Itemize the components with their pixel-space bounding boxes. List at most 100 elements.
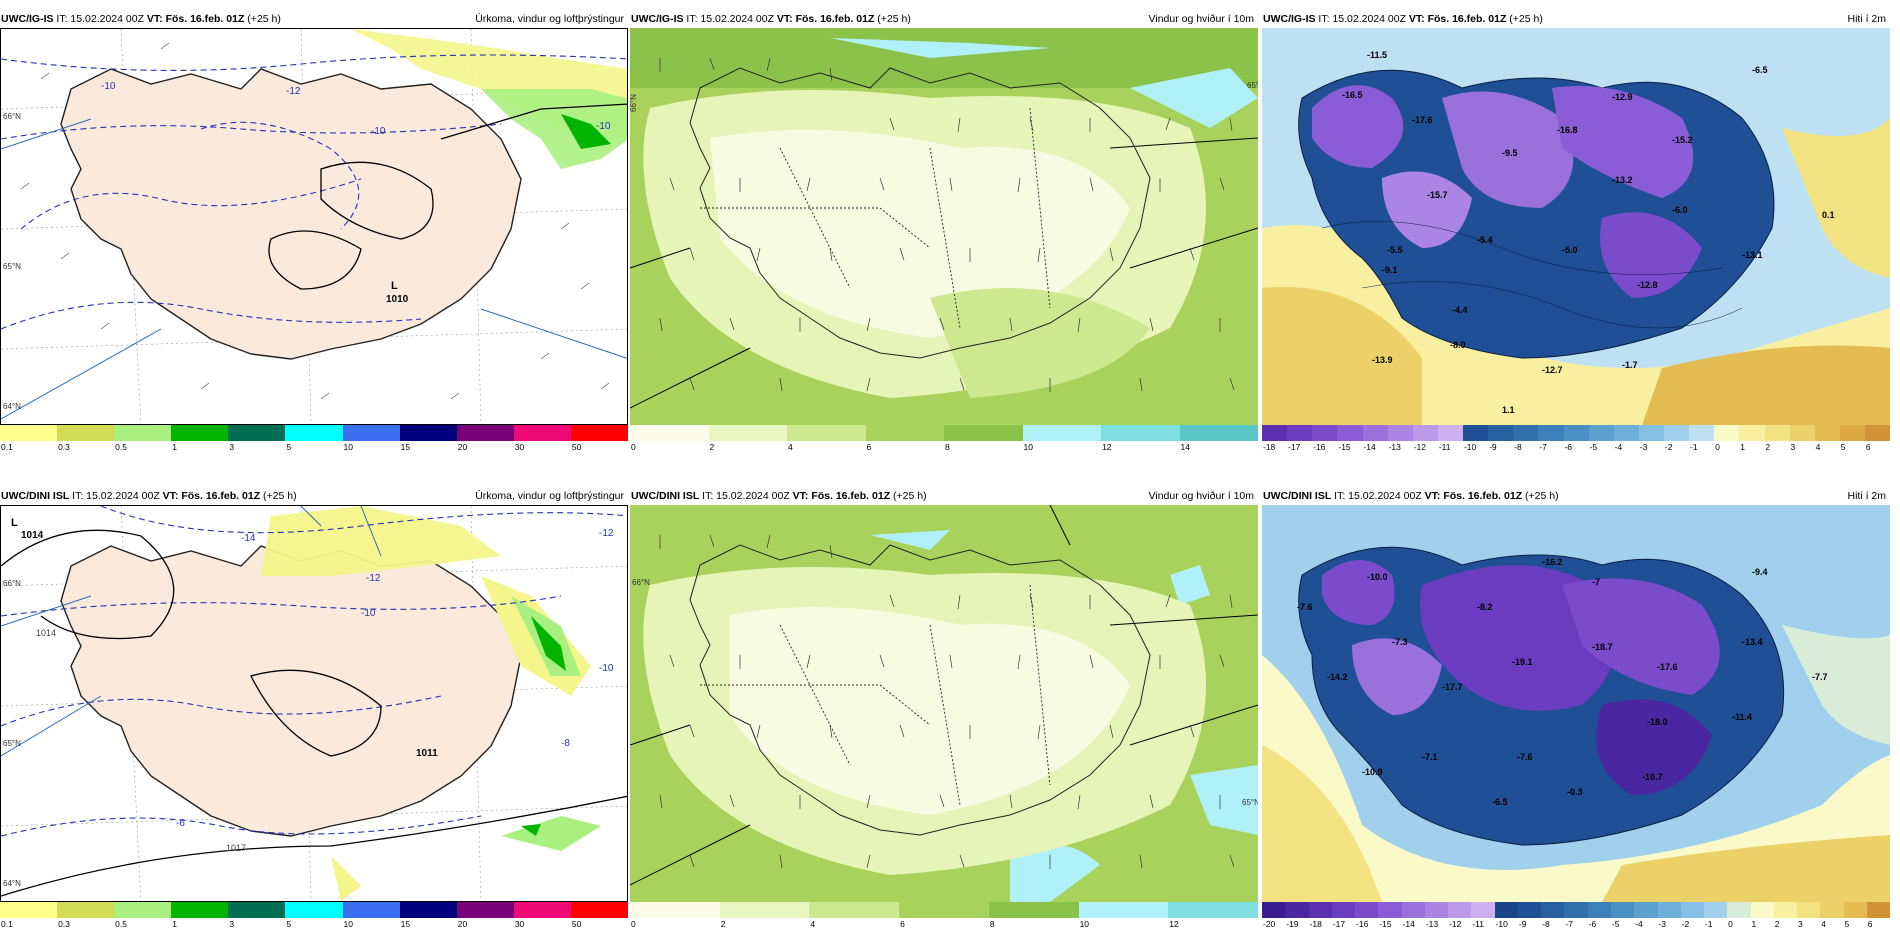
colorbar-tick-label: 10 [1079,919,1090,929]
temperature-map: -10.0 -16.2 -9.4 -7 -7.6 -8.2 -7.3 -19.1… [1262,505,1890,902]
colorbar-swatch [1401,902,1425,918]
colorbar-tick-label: -12 [1413,442,1427,452]
contour-label: -12 [286,86,301,97]
colorbar-swatch [228,425,286,441]
temperature-label: -6.5 [1492,797,1508,807]
colorbar-swatch [1513,425,1539,441]
temperature-label: -19.1 [1512,657,1533,667]
colorbar-tick-label: -2 [1681,919,1690,929]
temperature-label: -9.1 [1382,265,1398,275]
colorbar-swatch [1362,425,1388,441]
colorbar-tick-label: 15 [400,919,411,929]
colorbar-tick-label: 10 [343,919,353,929]
temperature-label: -13.1 [1742,250,1763,260]
colorbar [1262,425,1891,441]
temperature-map: -11.5 -16.5 -17.6 -12.9 -16.8 -15.2 -6.5… [1262,28,1890,425]
lead-time: (+25 h) [1509,13,1543,25]
temperature-label: -5.0 [1562,245,1578,255]
colorbar-swatch [0,902,58,918]
colorbar-tick-label: 15 [400,442,411,452]
colorbar-tick-label: 2 [1765,442,1771,452]
colorbar-tick-label: -8 [1514,442,1522,452]
colorbar-swatch [1727,902,1751,918]
colorbar-tick-label: 3 [229,442,235,452]
colorbar-swatch [1168,902,1259,918]
contour-label: -12 [599,528,614,539]
colorbar-tick-label: 4 [1815,442,1821,452]
colorbar-tick-label: -9 [1489,442,1497,452]
colorbar-swatch [1843,902,1867,918]
colorbar-swatch [285,902,343,918]
colorbar-tick-label: 5 [286,919,292,929]
colorbar-tick-label: 8 [945,442,950,452]
colorbar-swatch [513,902,571,918]
colorbar-tick-label: -1 [1690,442,1698,452]
colorbar-swatch [1789,425,1815,441]
colorbar-tick-label: 1 [172,919,177,929]
temperature-label: -10.7 [1642,772,1663,782]
colorbar-swatch [570,902,629,918]
colorbar-tick-label: 1 [1740,442,1745,452]
colorbar-swatch [1839,425,1865,441]
colorbar-swatch [1078,902,1169,918]
model-name: UWC/IG-IS [1,13,54,25]
colorbar-tick-label: -16 [1313,442,1326,452]
colorbar-swatch [171,902,229,918]
colorbar-swatch [1657,902,1681,918]
colorbar-swatch [1664,425,1690,441]
lat-label: 66°N [3,112,21,121]
colorbar-tick-label: 8 [989,919,995,929]
temperature-label: -10.0 [1367,572,1388,582]
colorbar-swatch [1262,425,1288,441]
temperature-label: -7.6 [1517,752,1533,762]
colorbar-swatch [399,902,457,918]
colorbar-tick-label: -5 [1611,919,1620,929]
lat-label: 65°N [3,739,21,748]
pressure-label: 1014 [21,530,44,541]
colorbar-tick-label: -13 [1388,442,1401,452]
precip-map: L 1014 -14 -12 -12 -10 -10 1014 1011 -8 … [0,505,628,902]
colorbar-tick-label: 10 [343,442,353,452]
valid-time: VT: Fös. 16.feb. 01Z [146,13,245,25]
colorbar-swatch [570,425,629,441]
lead-time: (+25 h) [1525,490,1559,502]
colorbar-tick-label: -7 [1539,442,1547,452]
colorbar-tick-label: -18 [1309,919,1322,929]
lat-label: 64°N [3,402,21,411]
panel-header: UWC/IG-IS IT: 15.02.2024 00Z VT: Fös. 16… [0,10,628,28]
contour-label: -10 [101,81,116,92]
panel-header: UWC/DINI ISL IT: 15.02.2024 00Z VT: Fös.… [0,487,628,505]
product-title: Hiti í 2m [1847,490,1886,502]
colorbar-swatch [1471,902,1495,918]
colorbar-tick-label: -11 [1472,919,1484,929]
colorbar-swatch [1564,902,1588,918]
colorbar-swatch [1538,425,1564,441]
colorbar-tick-label: 6 [866,442,872,452]
colorbar-tick-label: 30 [514,442,525,452]
colorbar-tick-label: 12 [1102,442,1112,452]
colorbar [0,425,629,441]
colorbar-tick-label: 3 [229,919,235,929]
colorbar-swatch [513,425,571,441]
colorbar-tick-label: 3 [1797,919,1803,929]
colorbar-tick-label: -6 [1588,919,1597,929]
model-name: UWC/IG-IS [1263,13,1316,25]
temperature-label: -8.0 [1450,340,1466,350]
colorbar-tick-label: -10 [1463,442,1477,452]
colorbar-tick-label: 2 [720,919,726,929]
temperature-label: -15.7 [1427,190,1448,200]
contour-label: -10 [371,126,386,137]
colorbar [0,902,629,918]
lead-time: (+25 h) [247,13,281,25]
temperature-label: -12.9 [1612,92,1633,102]
colorbar-swatch [1262,902,1286,918]
colorbar-swatch [630,425,709,441]
contour-label: -6 [176,818,185,829]
precip-map: -10 -12 -10 -10 1010 L 66°N 65°N 64°N [0,28,628,425]
temperature-label: -17.6 [1412,115,1433,125]
colorbar-swatch [1378,902,1402,918]
contour-label: -14 [241,533,256,544]
colorbar-tick-label: 0.3 [58,442,70,452]
colorbar-swatch [1714,425,1740,441]
colorbar-tick-label: 0.3 [58,919,70,929]
